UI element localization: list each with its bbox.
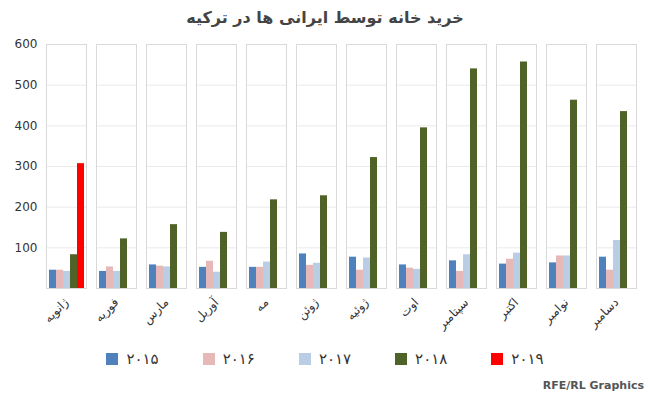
svg-text:نوامبر: نوامبر: [540, 295, 572, 327]
html-text:۲۰۱۷: ۲۰۱۷: [318, 350, 352, 368]
svg-text:مه: مه: [252, 295, 271, 314]
html-text:۲۰۱۹: ۲۰۱۹: [511, 350, 544, 368]
html-text:خرید خانه توسط ایرانی ها در تر: خرید خانه توسط ایرانی ها در ترکیه: [186, 8, 464, 27]
html-text:۲۰۱۸: ۲۰۱۸: [415, 350, 448, 368]
svg-text:100: 100: [15, 241, 38, 255]
svg-text:آوریل: آوریل: [191, 294, 222, 325]
html-text:RFE/RL Graphics: RFE/RL Graphics: [542, 379, 644, 392]
svg-text:600: 600: [15, 37, 38, 51]
svg-text:400: 400: [15, 119, 38, 133]
svg-text:مارس: مارس: [140, 295, 172, 327]
svg-text:ژوئن: ژوئن: [294, 295, 322, 323]
svg-text:300: 300: [15, 159, 38, 173]
html-text:۲۰۱۶: ۲۰۱۶: [222, 350, 255, 368]
svg-text:اکتبر: اکتبر: [495, 295, 523, 323]
svg-text:500: 500: [15, 78, 38, 92]
html-text:۲۰۱۵: ۲۰۱۵: [126, 350, 159, 368]
svg-text:دسامبر: دسامبر: [585, 295, 622, 332]
svg-text:ژانویه: ژانویه: [41, 295, 72, 326]
svg-text:ژوئیه: ژوئیه: [344, 295, 372, 323]
svg-text:200: 200: [15, 200, 38, 214]
svg-text:سپتامبر: سپتامبر: [434, 295, 472, 333]
svg-text:فوریه: فوریه: [92, 295, 122, 325]
svg-text:اوت: اوت: [397, 295, 422, 320]
